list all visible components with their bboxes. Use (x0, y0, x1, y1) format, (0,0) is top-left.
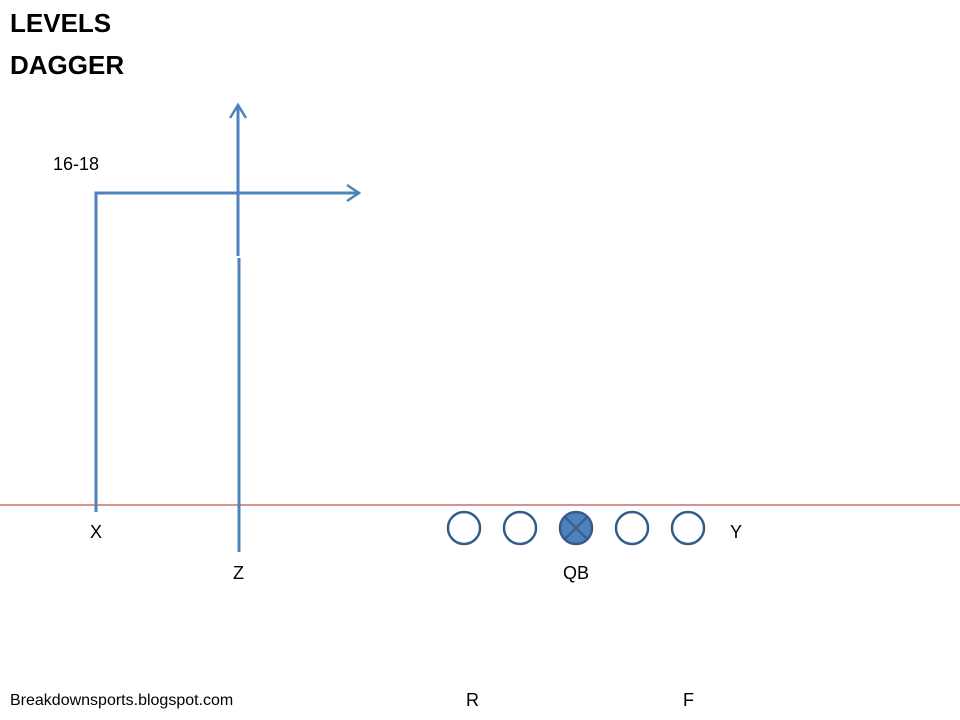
center-icon (558, 510, 594, 546)
x-route (94, 183, 362, 512)
lineman-lt-icon (446, 510, 482, 546)
player-x-label: X (90, 522, 103, 542)
player-y-label: Y (730, 522, 743, 542)
player-r-label: R (466, 690, 479, 710)
lineman-rt-icon (670, 510, 706, 546)
depth-label: 16-18 (53, 154, 100, 174)
player-f-label: F (683, 690, 694, 710)
player-qb-label: QB (563, 563, 590, 583)
play-title-line1: LEVELS (10, 8, 112, 38)
offensive-line (446, 510, 706, 546)
z-route (228, 102, 248, 552)
player-z-label: Z (233, 563, 244, 583)
lineman-lg-icon (502, 510, 538, 546)
play-title-line2: DAGGER (10, 50, 125, 80)
site-credit: Breakdownsports.blogspot.com (10, 692, 234, 709)
lineman-rg-icon (614, 510, 650, 546)
